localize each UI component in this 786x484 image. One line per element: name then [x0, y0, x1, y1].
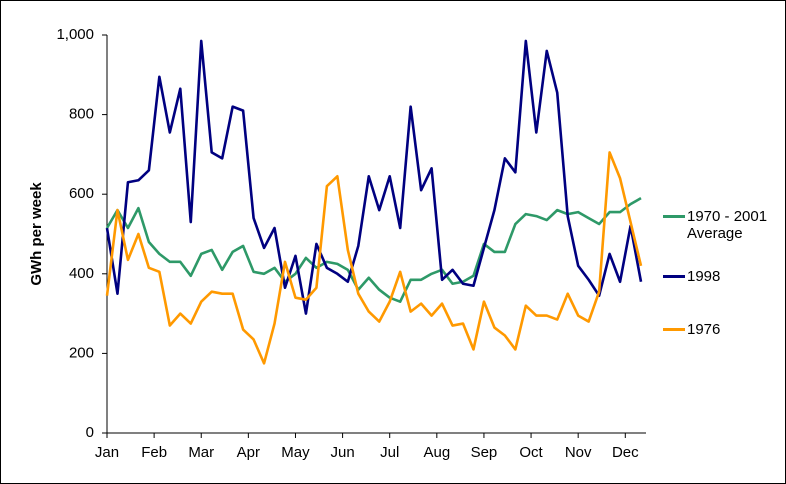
y-tick-label: 0 [86, 424, 94, 441]
x-tick-label: Nov [565, 444, 592, 461]
legend-label: 1970 - 2001 Average [687, 208, 768, 242]
x-tick-label: Mar [188, 444, 214, 461]
x-tick-label: Sep [471, 444, 498, 461]
legend-item: 1976 [663, 321, 777, 338]
x-tick-label: Jan [95, 444, 119, 461]
x-tick-label: Aug [423, 444, 450, 461]
legend-label: 1998 [687, 268, 721, 285]
y-tick-label: 1,000 [56, 26, 94, 43]
y-tick-label: 600 [69, 185, 94, 202]
x-tick-label: Feb [141, 444, 167, 461]
x-tick-label: Apr [237, 444, 260, 461]
y-tick-label: 400 [69, 265, 94, 282]
series-line [105, 151, 643, 365]
x-tick-label: Oct [519, 444, 543, 461]
legend-item: 1970 - 2001 Average [663, 208, 777, 242]
x-tick-label: May [281, 444, 310, 461]
legend-swatch [663, 215, 685, 218]
legend-item: 1998 [663, 268, 777, 285]
series-line [105, 197, 642, 303]
x-tick-label: Dec [612, 444, 639, 461]
legend-swatch [663, 275, 685, 278]
legend-label: 1976 [687, 321, 721, 338]
y-tick-label: 200 [69, 344, 94, 361]
series-line [105, 39, 643, 315]
x-tick-label: Jun [330, 444, 354, 461]
x-tick-label: Jul [380, 444, 399, 461]
y-axis-title: GWh per week [28, 182, 45, 286]
legend-swatch [663, 328, 685, 331]
y-tick-label: 800 [69, 106, 94, 123]
